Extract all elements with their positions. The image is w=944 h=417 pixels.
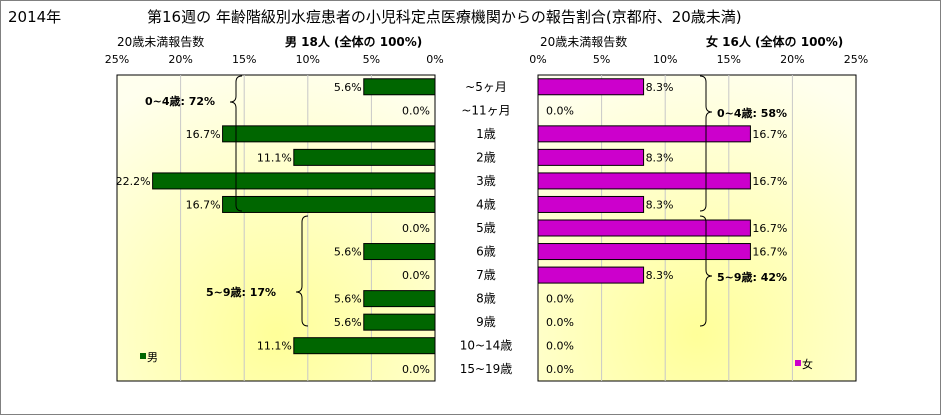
female-bracket-0-4 bbox=[699, 75, 713, 212]
female-tick-label: 25% bbox=[844, 53, 868, 66]
category-label: 2歳 bbox=[476, 150, 496, 164]
male-data-label: 16.7% bbox=[186, 128, 221, 141]
category-label: 3歳 bbox=[476, 174, 496, 188]
female-data-label: 0.0% bbox=[546, 363, 574, 376]
female-bar bbox=[537, 172, 751, 190]
female-tick-label: 15% bbox=[717, 53, 741, 66]
category-label: 8歳 bbox=[476, 292, 496, 306]
male-data-label: 0.0% bbox=[402, 104, 430, 117]
male-bracket-0-4 bbox=[229, 75, 243, 212]
female-legend-label: 女 bbox=[802, 357, 813, 371]
category-label: 1歳 bbox=[476, 127, 496, 141]
female-bracket-label-0-4: 0~4歳: 58% bbox=[717, 106, 787, 120]
female-data-label: 0.0% bbox=[546, 293, 574, 306]
male-bar bbox=[222, 125, 436, 143]
male-bar bbox=[363, 290, 436, 308]
male-data-label: 0.0% bbox=[402, 222, 430, 235]
male-heading: 男 18人 (全体の 100%) bbox=[285, 34, 422, 49]
category-label: 9歳 bbox=[476, 315, 496, 329]
male-bar bbox=[363, 243, 436, 261]
male-data-label: 5.6% bbox=[334, 293, 362, 306]
male-subtitle: 20歳未満報告数 bbox=[117, 34, 204, 49]
male-bracket-label-5-9: 5~9歳: 17% bbox=[206, 285, 276, 299]
female-subtitle: 20歳未満報告数 bbox=[540, 34, 627, 49]
female-heading: 女 16人 (全体の 100%) bbox=[706, 34, 843, 49]
male-data-label: 5.6% bbox=[334, 246, 362, 259]
male-tick-label: 10% bbox=[296, 53, 320, 66]
female-data-label: 8.3% bbox=[646, 269, 674, 282]
female-data-label: 16.7% bbox=[752, 246, 787, 259]
chart-title: 第16週の 年齢階級別水痘患者の小児科定点医療機関からの報告割合(京都府、20歳… bbox=[147, 8, 742, 26]
male-tick-label: 25% bbox=[105, 53, 129, 66]
male-bar bbox=[363, 313, 436, 331]
category-label: ~11ヶ月 bbox=[461, 103, 510, 117]
male-data-label: 11.1% bbox=[257, 151, 292, 164]
category-label: ~5ヶ月 bbox=[465, 80, 507, 94]
female-tick-label: 10% bbox=[653, 53, 677, 66]
male-plot-area bbox=[116, 74, 436, 382]
category-label: 5歳 bbox=[476, 221, 496, 235]
female-bracket-5-9 bbox=[699, 215, 713, 327]
female-data-label: 8.3% bbox=[646, 198, 674, 211]
category-label: 6歳 bbox=[476, 245, 496, 259]
male-data-labels: 5.6% 0.0% 16.7% 11.1% 22.2% 16.7% 0.0% 5.6% 0.0%… bbox=[116, 81, 430, 376]
category-label: 10~14歳 bbox=[460, 339, 513, 353]
male-bracket-label-0-4: 0~4歳: 72% bbox=[145, 94, 215, 108]
male-bar bbox=[363, 78, 436, 96]
male-bar bbox=[222, 195, 436, 213]
male-bracket-5-9 bbox=[295, 215, 309, 327]
male-bars bbox=[152, 78, 436, 355]
female-bars bbox=[537, 78, 751, 284]
male-data-label: 0.0% bbox=[402, 269, 430, 282]
male-legend-label: 男 bbox=[147, 351, 158, 364]
female-data-label: 16.7% bbox=[752, 175, 787, 188]
female-data-labels: 8.3% 0.0% 16.7% 8.3% 16.7% 8.3% 16.7% 16.7% 8.3%… bbox=[546, 81, 787, 376]
category-label: 7歳 bbox=[476, 268, 496, 282]
male-data-label: 11.1% bbox=[257, 340, 292, 353]
female-tick-labels: 0% 5% 10% 15% 20% 25% bbox=[529, 53, 868, 66]
category-label: 15~19歳 bbox=[460, 362, 513, 376]
female-legend-swatch bbox=[795, 360, 801, 366]
female-bar bbox=[537, 195, 645, 213]
male-tick-label: 20% bbox=[168, 53, 192, 66]
female-tick-label: 5% bbox=[593, 53, 610, 66]
male-legend-swatch bbox=[140, 353, 146, 359]
female-data-label: 8.3% bbox=[646, 151, 674, 164]
female-data-label: 0.0% bbox=[546, 104, 574, 117]
category-labels: ~5ヶ月 ~11ヶ月 1歳 2歳 3歳 4歳 5歳 6歳 7歳 8歳 9歳 10~14歳 15~19歳 bbox=[460, 80, 513, 376]
male-bar bbox=[293, 337, 436, 355]
female-data-label: 16.7% bbox=[752, 128, 787, 141]
category-label: 4歳 bbox=[476, 197, 496, 211]
female-bar bbox=[537, 219, 751, 237]
male-data-label: 5.6% bbox=[334, 81, 362, 94]
female-tick-label: 0% bbox=[529, 53, 546, 66]
male-data-label: 22.2% bbox=[116, 175, 151, 188]
female-bracket-label-5-9: 5~9歳: 42% bbox=[717, 270, 787, 284]
female-bar bbox=[537, 78, 645, 96]
male-data-label: 5.6% bbox=[334, 316, 362, 329]
male-tick-labels: 25% 20% 15% 10% 5% 0% bbox=[105, 53, 444, 66]
male-bar bbox=[293, 148, 436, 166]
female-bar bbox=[537, 125, 751, 143]
male-data-label: 16.7% bbox=[186, 198, 221, 211]
year-label: 2014年 bbox=[8, 8, 61, 26]
female-data-label: 16.7% bbox=[752, 222, 787, 235]
female-data-label: 0.0% bbox=[546, 340, 574, 353]
female-tick-label: 20% bbox=[780, 53, 804, 66]
male-tick-label: 5% bbox=[363, 53, 380, 66]
male-tick-label: 0% bbox=[426, 53, 443, 66]
female-bar bbox=[537, 148, 645, 166]
female-bar bbox=[537, 266, 645, 284]
male-bar bbox=[152, 172, 436, 190]
male-tick-label: 15% bbox=[232, 53, 256, 66]
male-data-label: 0.0% bbox=[402, 363, 430, 376]
female-data-label: 0.0% bbox=[546, 316, 574, 329]
female-bar bbox=[537, 243, 751, 261]
female-data-label: 8.3% bbox=[646, 81, 674, 94]
